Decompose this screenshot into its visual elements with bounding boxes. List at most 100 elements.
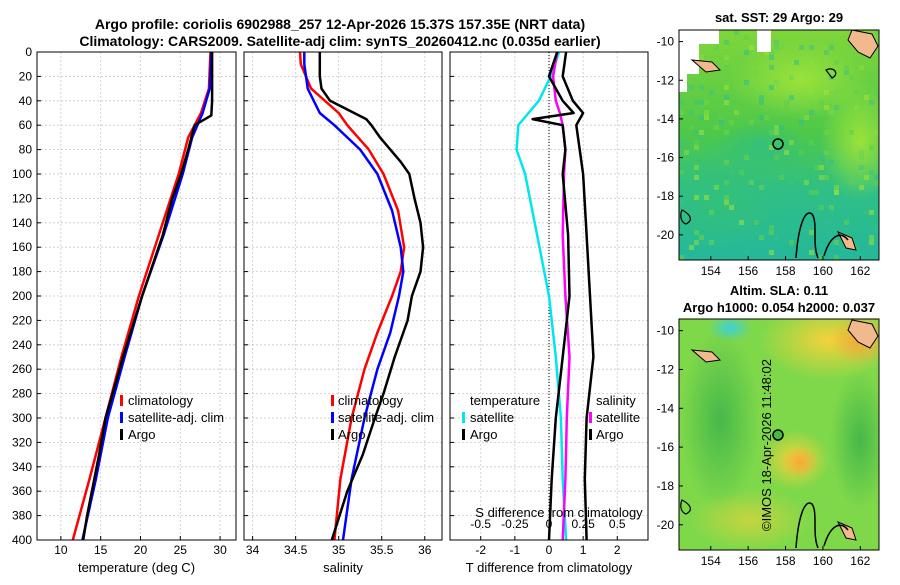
x-axis-label: T difference from climatology — [466, 560, 633, 575]
map-x-tick-label: 154 — [701, 264, 721, 278]
figure-title-line2: Climatology: CARS2009. Satellite-adj cli… — [79, 33, 600, 49]
map-y-tick-label: -14 — [657, 112, 675, 126]
series-line-temperature-satellite — [515, 51, 568, 541]
map-x-tick-label: 156 — [738, 554, 758, 568]
series-line-salinity-argo — [531, 51, 575, 541]
x-tick-label: 34.5 — [284, 543, 308, 557]
x-tick-label: -2 — [475, 543, 486, 557]
y-tick-label: 40 — [19, 94, 33, 108]
series-line-satellite-adj-clim — [303, 52, 405, 541]
x-tick-label: 35 — [332, 543, 346, 557]
x-tick-label: 0 — [546, 543, 553, 557]
x-tick-label: 25 — [174, 543, 188, 557]
series-line-salinity-satellite — [551, 51, 571, 541]
y-tick-label: 200 — [12, 289, 32, 303]
y-tick-label: 20 — [19, 69, 33, 83]
y-tick-label: 260 — [12, 362, 32, 376]
x2-tick-label: 0.25 — [571, 517, 595, 531]
y-tick-label: 320 — [12, 435, 32, 449]
x-axis-label: temperature (deg C) — [78, 560, 195, 575]
land-island — [690, 349, 722, 363]
map-y-tick-label: -20 — [657, 518, 675, 532]
sla-map-title: Altim. SLA: 0.11 — [730, 283, 828, 298]
contour-line — [825, 68, 837, 79]
y-tick-label: 220 — [12, 313, 32, 327]
contour-line — [680, 209, 691, 225]
temperature-panel: 0 20 40 60 80 100 120 140 160 180 200 220 240 260 280 3… — [12, 45, 237, 575]
legend-swatch-argo — [120, 429, 123, 440]
salinity-panel: 34 34.5 35 35.5 36 salinity — [243, 51, 443, 575]
map-x-tick-label: 158 — [776, 264, 796, 278]
map-x-tick-label: 160 — [813, 554, 833, 568]
y-tick-label: 60 — [19, 118, 33, 132]
series-line-temperature-argo — [561, 51, 595, 541]
x2-axis-label: S difference from climatology — [475, 505, 643, 520]
imos-watermark: ©IMOS 18-Apr-2026 11:48:02 — [759, 359, 774, 531]
legend-swatch-t-satellite — [462, 412, 465, 423]
legend-heading-temperature: temperature — [470, 393, 540, 408]
x-tick-label: 15 — [94, 543, 108, 557]
legend-swatch-s-satellite — [589, 412, 592, 423]
map-y-tick-label: -10 — [657, 35, 675, 49]
plot-frame — [243, 51, 443, 541]
map-y-tick-label: -20 — [657, 228, 675, 242]
legend-label-satellite: satellite-adj. clim — [338, 410, 434, 425]
plot-frame — [36, 51, 237, 541]
x-tick-label: 1 — [580, 543, 587, 557]
x2-tick-label: 0 — [546, 517, 553, 531]
map-x-tick-label: 162 — [850, 264, 870, 278]
map-y-tick-label: -14 — [657, 401, 675, 415]
figure-title-line1: Argo profile: coriolis 6902988_257 12-Ap… — [95, 16, 585, 32]
x2-tick-label: 0.5 — [609, 517, 626, 531]
x-axis-label: salinity — [323, 560, 363, 575]
y-tick-label: 180 — [12, 265, 32, 279]
x-tick-label: 35.5 — [370, 543, 394, 557]
sst-map-title: sat. SST: 29 Argo: 29 — [715, 10, 843, 25]
argo-location-marker — [772, 138, 784, 150]
map-y-tick-label: -12 — [657, 362, 675, 376]
temperature-legend: climatology satellite-adj. clim Argo — [120, 393, 224, 442]
x-tick-label: 30 — [213, 543, 227, 557]
map-y-tick-label: -16 — [657, 440, 675, 454]
x-tick-label: 34 — [246, 543, 260, 557]
map-x-tick-label: 158 — [776, 554, 796, 568]
salinity-legend: climatology satellite-adj. clim Argo — [331, 393, 434, 442]
x-tick-label: 2 — [614, 543, 621, 557]
sla-map-panel: Altim. SLA: 0.11 Argo h1000: 0.054 h2000… — [657, 283, 880, 568]
sst-map-panel: sat. SST: 29 Argo: 29 154 156 158 16 — [657, 10, 880, 278]
map-y-tick-label: -10 — [657, 324, 675, 338]
y-tick-label: 300 — [12, 411, 32, 425]
y-tick-label: 80 — [19, 143, 33, 157]
sst-map-field — [679, 30, 879, 260]
series-line-climatology — [298, 51, 406, 541]
map-x-tick-label: 154 — [701, 554, 721, 568]
legend-label-s-argo: Argo — [596, 427, 623, 442]
legend-swatch-satellite — [331, 412, 334, 423]
land-island — [690, 59, 722, 73]
y-tick-label: 380 — [12, 509, 32, 523]
contour-line — [823, 524, 849, 547]
y-tick-label: 360 — [12, 484, 32, 498]
x-tick-label: 10 — [54, 543, 68, 557]
land-island — [836, 231, 857, 251]
legend-label-climatology: climatology — [128, 393, 194, 408]
legend-label-t-satellite: satellite — [470, 410, 514, 425]
argo-location-marker — [772, 429, 784, 441]
y-tick-label: 100 — [12, 167, 32, 181]
y-tick-label: 280 — [12, 387, 32, 401]
difference-legend: temperature satellite Argo salinity sate… — [462, 393, 640, 442]
map-y-tick-label: -18 — [657, 189, 675, 203]
y-tick-label: 140 — [12, 216, 32, 230]
plot-frame — [449, 51, 649, 541]
series-line-argo — [318, 52, 425, 541]
legend-swatch-argo — [331, 429, 334, 440]
legend-swatch-t-argo — [462, 429, 465, 440]
y-tick-label: 120 — [12, 191, 32, 205]
map-x-tick-label: 160 — [813, 264, 833, 278]
legend-label-t-argo: Argo — [470, 427, 497, 442]
legend-label-s-satellite: satellite — [596, 410, 640, 425]
difference-panel: -2 -1 0 1 2 T difference from climatology -0.5… — [449, 51, 649, 575]
map-x-tick-label: 162 — [850, 554, 870, 568]
legend-swatch-climatology — [120, 395, 123, 406]
